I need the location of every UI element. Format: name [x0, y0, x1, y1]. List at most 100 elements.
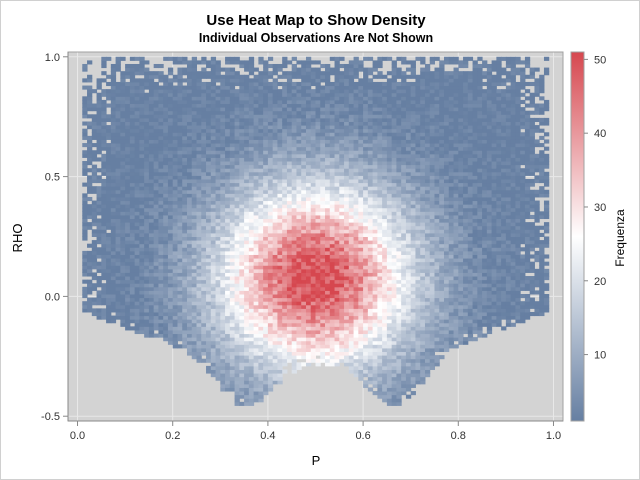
heatmap-cell [167, 265, 174, 270]
heatmap-cell [234, 110, 240, 115]
heatmap-cell [215, 143, 221, 148]
heatmap-cell [191, 329, 198, 335]
heatmap-cell [91, 247, 98, 252]
heatmap-cell [320, 211, 326, 216]
heatmap-cell [172, 286, 178, 291]
heatmap-cell [315, 74, 321, 79]
heatmap-cell [229, 164, 236, 169]
heatmap-cell [186, 351, 193, 356]
heatmap-cell [334, 214, 340, 220]
heatmap-cell [325, 232, 331, 237]
heatmap-cell [210, 294, 217, 299]
heatmap-cell [248, 380, 255, 385]
heatmap-cell [129, 211, 136, 216]
heatmap-cell [244, 214, 250, 220]
heatmap-cell [310, 103, 316, 108]
heatmap-cell [120, 117, 126, 122]
heatmap-cell [215, 139, 221, 144]
heatmap-cell [339, 347, 345, 353]
heatmap-cell [305, 204, 312, 209]
heatmap-cell [310, 214, 316, 220]
heatmap-cell [125, 121, 131, 126]
heatmap-cell [301, 351, 307, 356]
heatmap-cell [272, 308, 278, 313]
heatmap-cell [196, 240, 202, 245]
heatmap-cell [153, 297, 159, 302]
heatmap-cell [167, 232, 174, 237]
heatmap-cell [139, 178, 145, 184]
heatmap-cell [234, 383, 240, 388]
heatmap-cell [353, 67, 359, 72]
heatmap-cell [96, 204, 102, 209]
heatmap-cell [334, 81, 340, 87]
heatmap-cell [263, 135, 269, 140]
heatmap-cell [282, 200, 288, 205]
heatmap-cell [367, 290, 374, 295]
heatmap-cell [348, 351, 355, 356]
heatmap-cell [191, 114, 198, 119]
heatmap-cell [344, 168, 350, 173]
heatmap-cell [258, 132, 264, 137]
heatmap-cell [363, 56, 369, 61]
heatmap-cell [110, 125, 117, 130]
heatmap-cell [367, 114, 374, 119]
heatmap-cell [201, 333, 207, 338]
heatmap-cell [82, 301, 88, 306]
heatmap-cell [201, 250, 207, 255]
heatmap-cell [172, 315, 178, 320]
heatmap-cell [372, 150, 378, 155]
heatmap-cell [182, 150, 188, 155]
heatmap-cell [334, 247, 340, 252]
heatmap-cell [239, 286, 245, 291]
heatmap-cell [163, 139, 169, 144]
heatmap-cell [320, 261, 326, 266]
heatmap-cell [315, 297, 321, 302]
heatmap-cell [286, 333, 293, 338]
heatmap-cell [210, 110, 217, 115]
heatmap-cell [225, 304, 231, 309]
heatmap-cell [172, 125, 178, 130]
heatmap-cell [320, 358, 326, 363]
heatmap-cell [129, 250, 136, 255]
heatmap-cell [301, 272, 307, 277]
heatmap-cell [153, 85, 159, 90]
heatmap-cell [244, 139, 250, 144]
heatmap-cell [253, 92, 259, 97]
heatmap-cell [277, 189, 283, 194]
heatmap-cell [148, 114, 155, 119]
heatmap-cell [291, 214, 297, 220]
heatmap-cell [267, 175, 274, 180]
heatmap-cell [325, 301, 331, 306]
heatmap-cell [177, 311, 183, 317]
heatmap-cell [191, 340, 198, 345]
heatmap-cell [239, 189, 245, 194]
heatmap-cell [272, 362, 278, 367]
heatmap-cell [291, 89, 297, 94]
heatmap-cell [139, 117, 145, 122]
heatmap-cell [110, 294, 117, 299]
heatmap-cell [315, 218, 321, 223]
heatmap-cell [253, 204, 259, 209]
heatmap-cell [210, 326, 217, 331]
heatmap-cell [253, 394, 259, 399]
heatmap-cell [291, 164, 297, 169]
heatmap-cell [367, 107, 374, 112]
heatmap-cell [115, 182, 121, 187]
heatmap-cell [201, 146, 207, 151]
heatmap-cell [220, 218, 226, 223]
heatmap-cell [267, 56, 274, 61]
heatmap-cell [325, 225, 331, 230]
heatmap-cell [339, 110, 345, 115]
heatmap-cell [186, 63, 193, 69]
heatmap-cell [272, 337, 278, 342]
heatmap-cell [129, 71, 136, 76]
heatmap-cell [215, 225, 221, 230]
heatmap-cell [315, 107, 321, 112]
heatmap-cell [363, 329, 369, 335]
heatmap-cell [267, 222, 274, 227]
heatmap-cell [372, 250, 378, 255]
heatmap-cell [344, 186, 350, 191]
heatmap-cell [353, 304, 359, 309]
heatmap-cell [101, 178, 107, 184]
heatmap-cell [286, 153, 293, 158]
